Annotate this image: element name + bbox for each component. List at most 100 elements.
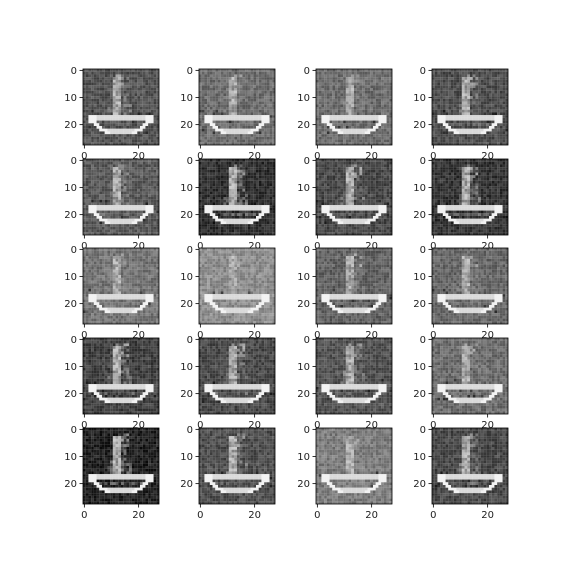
- y-tick-label: 20: [297, 210, 310, 221]
- panel-frame: [431, 68, 509, 146]
- x-tick-label: 0: [81, 330, 87, 341]
- panel-frame: [82, 337, 160, 415]
- panel-frame: [82, 158, 160, 236]
- y-tick-label: 10: [180, 183, 193, 194]
- y-tick-label: 20: [413, 210, 426, 221]
- y-tick-label: 10: [413, 452, 426, 463]
- image-panel-r2c4: 0 10 20 0 20: [413, 156, 509, 252]
- y-tick-label: 20: [297, 299, 310, 310]
- y-tick-label: 0: [420, 425, 426, 436]
- y-tick-label: 20: [64, 479, 77, 490]
- panel-frame: [198, 427, 276, 505]
- x-tick-label: 20: [132, 420, 145, 431]
- y-tick-label: 0: [71, 425, 77, 436]
- image-panel-r4c1: 0 10 20 0 20: [64, 335, 160, 431]
- image-panel-r5c2: 0 10 20 0 20: [180, 425, 276, 521]
- x-tick-label: 20: [365, 151, 378, 162]
- image-panel-r3c1: 0 10 20 0 20: [64, 245, 160, 341]
- x-tick-label: 0: [81, 510, 87, 521]
- y-tick-label: 0: [304, 66, 310, 77]
- panel-frame: [82, 247, 160, 325]
- x-tick-label: 20: [248, 330, 261, 341]
- x-tick-label: 20: [132, 510, 145, 521]
- x-tick-label: 20: [365, 241, 378, 252]
- image-panel-r1c2: 0 10 20 0 20: [180, 66, 276, 162]
- y-tick-label: 0: [304, 156, 310, 167]
- x-tick-label: 20: [248, 151, 261, 162]
- y-tick-label: 10: [180, 272, 193, 283]
- x-tick-label: 20: [481, 241, 494, 252]
- y-tick-label: 0: [420, 156, 426, 167]
- x-tick-label: 20: [248, 420, 261, 431]
- x-tick-label: 0: [430, 151, 436, 162]
- y-tick-label: 10: [297, 93, 310, 104]
- y-tick-label: 10: [64, 362, 77, 373]
- y-tick-label: 0: [187, 425, 193, 436]
- x-tick-label: 0: [314, 330, 320, 341]
- y-tick-label: 0: [304, 245, 310, 256]
- y-tick-label: 10: [297, 183, 310, 194]
- x-tick-label: 0: [430, 420, 436, 431]
- panel-frame: [82, 427, 160, 505]
- y-tick-label: 10: [64, 183, 77, 194]
- x-tick-label: 20: [248, 510, 261, 521]
- y-tick-label: 20: [180, 299, 193, 310]
- image-panel-r3c4: 0 10 20 0 20: [413, 245, 509, 341]
- image-panel-r2c3: 0 10 20 0 20: [297, 156, 393, 252]
- x-tick-label: 20: [365, 510, 378, 521]
- x-tick-label: 0: [314, 510, 320, 521]
- image-panel-r2c2: 0 10 20 0 20: [180, 156, 276, 252]
- panel-frame: [315, 427, 393, 505]
- x-tick-label: 0: [430, 241, 436, 252]
- y-tick-label: 0: [187, 335, 193, 346]
- x-tick-label: 20: [365, 420, 378, 431]
- x-tick-label: 0: [81, 241, 87, 252]
- y-tick-label: 10: [297, 272, 310, 283]
- x-tick-label: 20: [481, 330, 494, 341]
- x-tick-label: 20: [365, 330, 378, 341]
- image-panel-r1c4: 0 10 20 0 20: [413, 66, 509, 162]
- y-tick-label: 0: [71, 156, 77, 167]
- x-tick-label: 0: [197, 241, 203, 252]
- x-tick-label: 0: [314, 420, 320, 431]
- x-tick-label: 20: [132, 330, 145, 341]
- y-tick-label: 0: [71, 66, 77, 77]
- x-tick-label: 20: [481, 510, 494, 521]
- y-tick-label: 20: [180, 479, 193, 490]
- panel-frame: [315, 158, 393, 236]
- x-tick-label: 20: [248, 241, 261, 252]
- x-tick-label: 0: [430, 330, 436, 341]
- x-tick-label: 0: [197, 420, 203, 431]
- y-tick-label: 10: [297, 452, 310, 463]
- y-tick-label: 20: [413, 120, 426, 131]
- y-tick-label: 10: [413, 183, 426, 194]
- y-tick-label: 0: [420, 66, 426, 77]
- y-tick-label: 10: [413, 362, 426, 373]
- x-tick-label: 0: [314, 241, 320, 252]
- image-panel-r4c3: 0 10 20 0 20: [297, 335, 393, 431]
- x-tick-label: 0: [81, 151, 87, 162]
- y-tick-label: 0: [71, 335, 77, 346]
- y-tick-label: 0: [187, 66, 193, 77]
- image-panel-r5c4: 0 10 20 0 20: [413, 425, 509, 521]
- panel-frame: [198, 337, 276, 415]
- x-tick-label: 0: [197, 151, 203, 162]
- y-tick-label: 20: [180, 210, 193, 221]
- panel-frame: [198, 247, 276, 325]
- image-panel-r3c2: 0 10 20 0 20: [180, 245, 276, 341]
- y-tick-label: 20: [64, 389, 77, 400]
- image-panel-r1c1: 0 10 20 0 20: [64, 66, 160, 162]
- y-tick-label: 0: [304, 335, 310, 346]
- panel-frame: [315, 68, 393, 146]
- y-tick-label: 20: [180, 389, 193, 400]
- panel-frame: [431, 247, 509, 325]
- image-panel-r5c1: 0 10 20 0 20: [64, 425, 160, 521]
- image-panel-r5c3: 0 10 20 0 20: [297, 425, 393, 521]
- y-tick-label: 10: [64, 452, 77, 463]
- x-tick-label: 20: [132, 241, 145, 252]
- y-tick-label: 20: [180, 120, 193, 131]
- panel-frame: [431, 427, 509, 505]
- x-tick-label: 0: [197, 330, 203, 341]
- x-tick-label: 0: [81, 420, 87, 431]
